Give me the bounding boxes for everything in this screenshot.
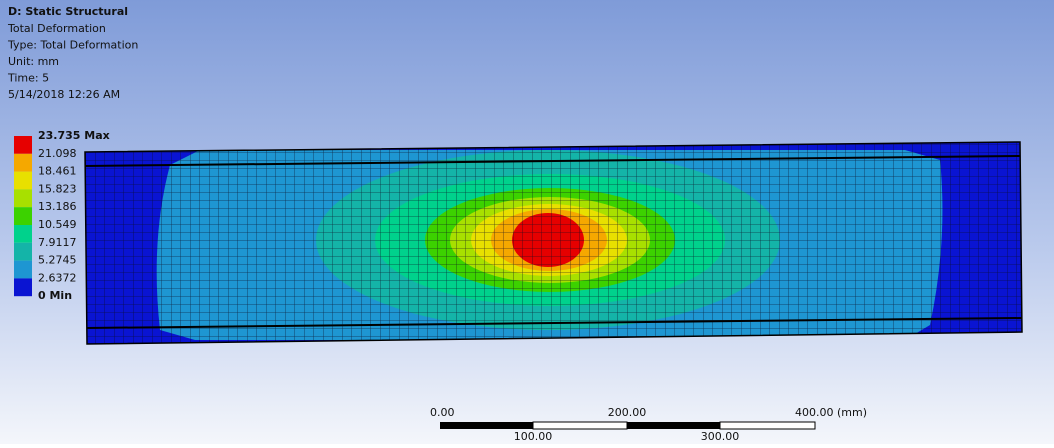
legend-label: 5.2745 bbox=[38, 254, 77, 267]
scale-segment bbox=[440, 422, 533, 429]
legend-swatch bbox=[14, 207, 32, 225]
legend-label: 10.549 bbox=[38, 218, 77, 231]
legend-label: 13.186 bbox=[38, 200, 77, 213]
scale-label: 100.00 bbox=[514, 430, 553, 443]
legend-swatch bbox=[14, 172, 32, 190]
legend-label: 21.098 bbox=[38, 147, 77, 160]
legend-label: 7.9117 bbox=[38, 236, 77, 249]
legend-swatch bbox=[14, 189, 32, 207]
header-line: Unit: mm bbox=[8, 55, 59, 68]
scale-label: 300.00 bbox=[701, 430, 740, 443]
scale-segment bbox=[627, 422, 720, 429]
legend-swatch bbox=[14, 225, 32, 243]
legend-swatch bbox=[14, 136, 32, 154]
header-line: Type: Total Deformation bbox=[7, 39, 138, 52]
legend-label: 23.735 Max bbox=[38, 129, 110, 142]
scale-segment bbox=[533, 422, 627, 429]
header-line: 5/14/2018 12:26 AM bbox=[8, 88, 120, 101]
scale-segment bbox=[720, 422, 815, 429]
scale-label: 0.00 bbox=[430, 406, 455, 419]
scale-label: 400.00 (mm) bbox=[795, 406, 867, 419]
result-viewport: D: Static Structural Total Deformation Ty… bbox=[0, 0, 1054, 444]
legend-swatch bbox=[14, 154, 32, 172]
legend-swatch bbox=[14, 278, 32, 296]
legend-swatch bbox=[14, 261, 32, 279]
analysis-title: D: Static Structural bbox=[8, 5, 128, 18]
model bbox=[80, 140, 1030, 350]
legend-label: 15.823 bbox=[38, 182, 77, 195]
legend-swatch bbox=[14, 243, 32, 261]
legend-label: 18.461 bbox=[38, 165, 77, 178]
legend-label: 2.6372 bbox=[38, 271, 77, 284]
header-line: Time: 5 bbox=[7, 72, 49, 85]
header-line: Total Deformation bbox=[7, 22, 106, 35]
scale-label: 200.00 bbox=[608, 406, 647, 419]
legend-label: 0 Min bbox=[38, 289, 72, 302]
